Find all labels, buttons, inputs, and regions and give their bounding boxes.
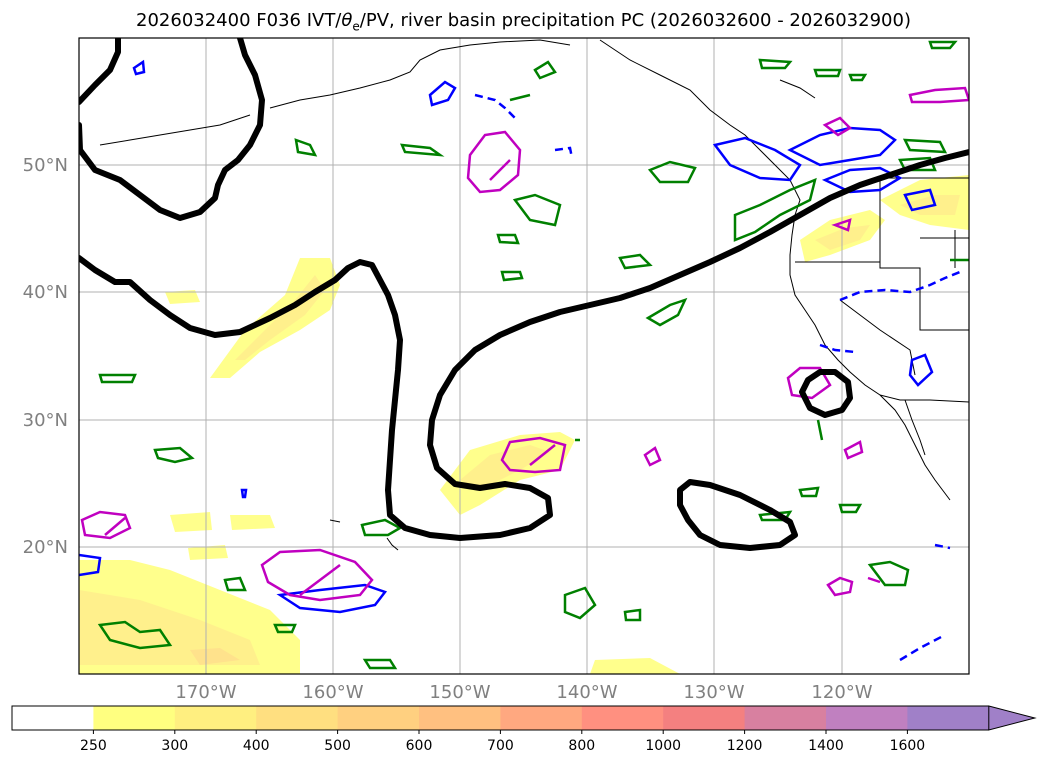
colorbar-tick-label: 600 [406, 738, 433, 754]
lat-label: 40°N [23, 282, 68, 303]
colorbar-extend-arrow [988, 705, 1037, 731]
colorbar-segment [256, 706, 339, 730]
colorbar-tick-label: 1200 [727, 738, 763, 754]
colorbar-segment [826, 706, 908, 730]
colorbar-segment [907, 706, 990, 730]
colorbar-segment [581, 706, 664, 730]
colorbar-tick-label: 800 [568, 738, 595, 754]
colorbar-segment [12, 706, 94, 730]
ivt-shading [79, 175, 969, 674]
lat-label: 30°N [23, 410, 68, 431]
title-theta: θ [341, 10, 353, 31]
colorbar-segment [419, 706, 501, 730]
colorbar-tick-label: 1600 [890, 738, 926, 754]
theta-e-contours-negative [79, 59, 961, 662]
colorbar-segment [500, 706, 583, 730]
colorbar-tick-label: 1000 [645, 738, 681, 754]
colorbar-tick-label: 700 [487, 738, 514, 754]
title-main: 2026032400 F036 IVT/ [136, 10, 342, 31]
lon-label: 150°W [429, 682, 490, 703]
colorbar-segment [93, 706, 176, 730]
colorbar-tick-label: 300 [161, 738, 188, 754]
map-area [79, 38, 969, 674]
lat-axis: 50°N 40°N 30°N 20°N [23, 155, 68, 558]
lat-label: 50°N [23, 155, 68, 176]
lon-label: 140°W [556, 682, 617, 703]
colorbar-segment [337, 706, 420, 730]
chart-title: 2026032400 F036 IVT/θe/PV, river basin p… [0, 10, 1047, 34]
colorbar-segment [174, 706, 257, 730]
colorbar-tick-label: 1400 [808, 738, 844, 754]
graticule [79, 38, 969, 674]
lon-label: 120°W [811, 682, 872, 703]
lon-axis: 170°W 160°W 150°W 140°W 130°W 120°W [175, 682, 872, 703]
title-rest: /PV, river basin precipitation PC (20260… [359, 10, 911, 31]
title-theta-sub: e [352, 19, 360, 34]
colorbar-segment [744, 706, 827, 730]
colorbar-tick-label: 500 [324, 738, 351, 754]
colorbar-segment [663, 706, 746, 730]
colorbar-tick-label: 250 [80, 738, 107, 754]
lat-label: 20°N [23, 537, 68, 558]
pv-contours [79, 38, 969, 551]
colorbar: 250 300 400 500 600 700 800 1000 1200 1400 1600 [11, 705, 1037, 754]
precip-contours [80, 86, 969, 602]
lon-label: 160°W [302, 682, 363, 703]
lon-label: 170°W [175, 682, 236, 703]
lon-label: 130°W [683, 682, 744, 703]
colorbar-tick-label: 400 [243, 738, 270, 754]
map-frame [78, 37, 970, 675]
